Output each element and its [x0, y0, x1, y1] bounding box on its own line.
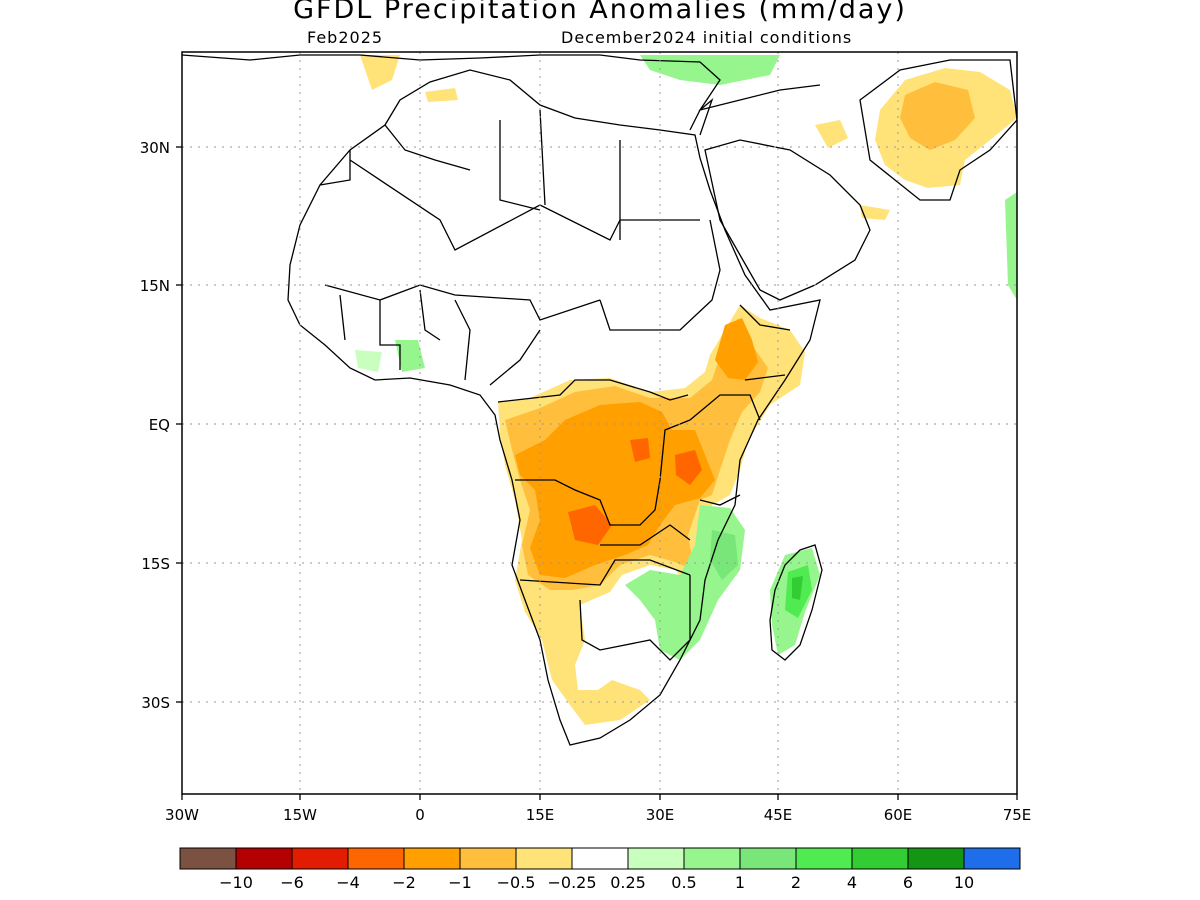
border-sudan: [599, 219, 721, 331]
border-zambia: [600, 524, 691, 546]
levant-coast: [689, 98, 714, 136]
legend-labels: −10 −6 −4 −2 −1 −0.5 −0.25 0.25 0.5 1 2 4 6 10: [219, 873, 974, 892]
legend-color-box: [851, 847, 909, 870]
legend-color-box: [963, 847, 1021, 870]
iran-outline: [859, 59, 1017, 201]
legend-color-box: [347, 847, 405, 870]
legend-label: −1: [448, 873, 472, 892]
lon-label: 15W: [283, 806, 317, 824]
legend-label: 0.5: [671, 873, 696, 892]
ticks: [176, 146, 1018, 800]
lat-label: EQ: [149, 416, 170, 434]
lon-label: 75E: [1003, 806, 1032, 824]
legend-color-box: [403, 847, 461, 870]
legend-label: 2: [791, 873, 801, 892]
africa-coastline: [287, 69, 821, 746]
latitude-labels: 30N 15N EQ 15S 30S: [140, 139, 170, 712]
lat-label: 15N: [140, 277, 170, 295]
wet-anomaly-west-africa: [355, 350, 382, 372]
dry-anomaly-iberia: [360, 55, 400, 90]
lat-label: 30S: [141, 694, 170, 712]
border-central: [497, 379, 689, 403]
longitude-labels: 30W 15W 0 15E 30E 45E 60E 75E: [165, 806, 1031, 824]
initial-conditions: December2024 initial conditions: [561, 28, 853, 47]
map-title: GFDL Precipitation Anomalies (mm/day): [293, 0, 907, 25]
border-nigeria: [454, 299, 541, 386]
lon-label: 60E: [884, 806, 913, 824]
country-borders: [182, 54, 1017, 746]
border-horn: [739, 304, 791, 381]
legend-color-box: [235, 847, 293, 870]
forecast-month: Feb2025: [307, 28, 384, 47]
border-drc: [515, 419, 691, 526]
lon-label: 15E: [526, 806, 555, 824]
arabia-coastline: [704, 139, 871, 301]
map-frame: [181, 51, 1018, 795]
legend-color-box: [515, 847, 573, 870]
wet-anomaly-madagascar-core: [792, 576, 803, 600]
legend-color-box: [179, 847, 237, 870]
legend-color-box: [459, 847, 517, 870]
border-east: [689, 394, 761, 506]
legend-label: −10: [219, 873, 253, 892]
legend-color-box: [795, 847, 853, 870]
legend-color-box: [907, 847, 965, 870]
legend-label: −4: [336, 873, 360, 892]
legend-label: −2: [392, 873, 416, 892]
border-libya-egypt: [499, 109, 621, 240]
legend-label: −0.5: [497, 873, 536, 892]
legend-label: 1: [735, 873, 745, 892]
wet-anomaly-guinea-coast: [395, 340, 425, 372]
dry-anomaly-strong: [515, 402, 715, 578]
dry-anomaly-core-3: [630, 438, 650, 462]
legend-label: 0.25: [610, 873, 646, 892]
lon-label: 30W: [165, 806, 199, 824]
dry-anomaly-strong-ethiopia: [715, 318, 758, 380]
legend-label: −0.25: [547, 873, 596, 892]
border-maghreb: [319, 124, 471, 186]
dry-anomaly-core-1: [568, 505, 612, 545]
legend-label: −6: [280, 873, 304, 892]
border-west-africa: [339, 289, 441, 370]
dry-anomaly-iran-medium: [900, 82, 975, 150]
dry-anomaly-core-2: [675, 450, 702, 485]
lon-label: 0: [415, 806, 425, 824]
legend-label: 6: [903, 873, 913, 892]
dry-anomaly-arabian-sea: [860, 205, 890, 220]
europe-coast: [182, 54, 821, 112]
legend-color-box: [739, 847, 797, 870]
lon-label: 45E: [764, 806, 793, 824]
border-sahara: [349, 159, 700, 251]
dry-anomaly-arabia: [815, 120, 848, 148]
lon-label: 30E: [646, 806, 675, 824]
anomaly-fields: [355, 55, 1017, 725]
wet-anomaly-india: [1005, 192, 1017, 300]
dry-anomaly-saharan-coast: [425, 88, 458, 102]
legend-color-box: [627, 847, 685, 870]
lat-label: 30N: [140, 139, 170, 157]
border-southern-1: [519, 559, 691, 586]
legend-color-box: [683, 847, 741, 870]
legend-color-box: [291, 847, 349, 870]
legend-label: 4: [847, 873, 857, 892]
legend-label: 10: [954, 873, 974, 892]
border-southern-2: [579, 575, 691, 661]
legend-colorbar: [179, 847, 1021, 870]
grid: [182, 52, 1017, 794]
lat-label: 15S: [141, 555, 170, 573]
legend-color-box: [571, 847, 629, 870]
wet-anomaly-mediterranean: [640, 55, 780, 85]
